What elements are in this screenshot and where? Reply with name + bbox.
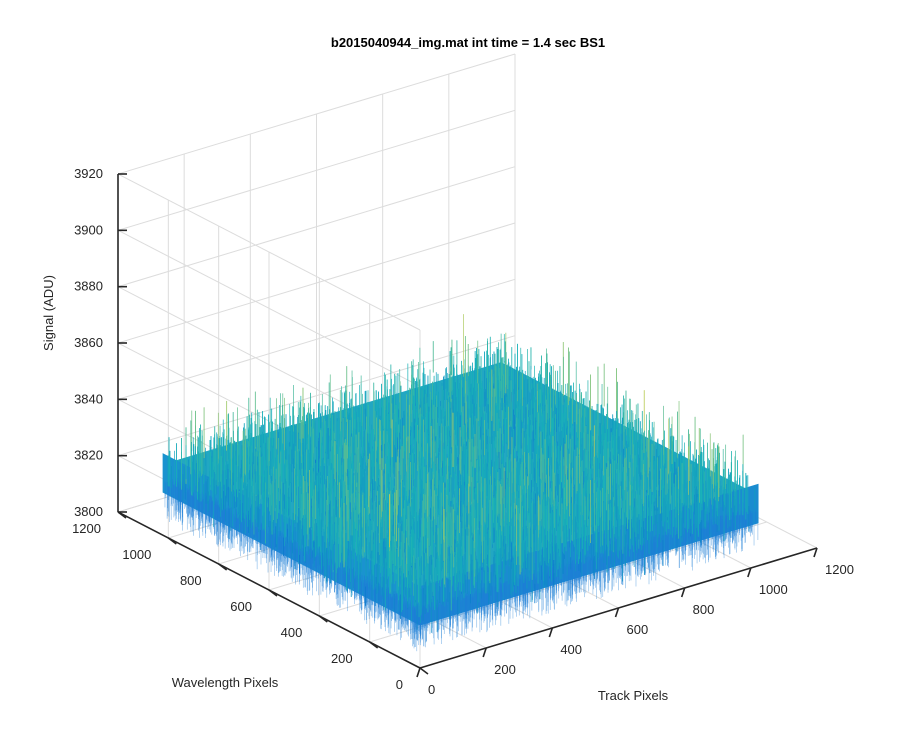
wall-gridline: [117, 173, 421, 331]
wall-gridline: [117, 229, 421, 387]
wall-gridline: [117, 53, 516, 175]
wall-gridline: [117, 109, 516, 231]
wall-gridline: [117, 222, 516, 344]
chart-title: b2015040944_img.mat int time = 1.4 sec B…: [331, 35, 605, 50]
wall-gridline: [117, 278, 516, 400]
surface-mesh: [162, 314, 759, 652]
wall-gridline: [117, 335, 516, 457]
wall-gridline: [117, 166, 516, 288]
